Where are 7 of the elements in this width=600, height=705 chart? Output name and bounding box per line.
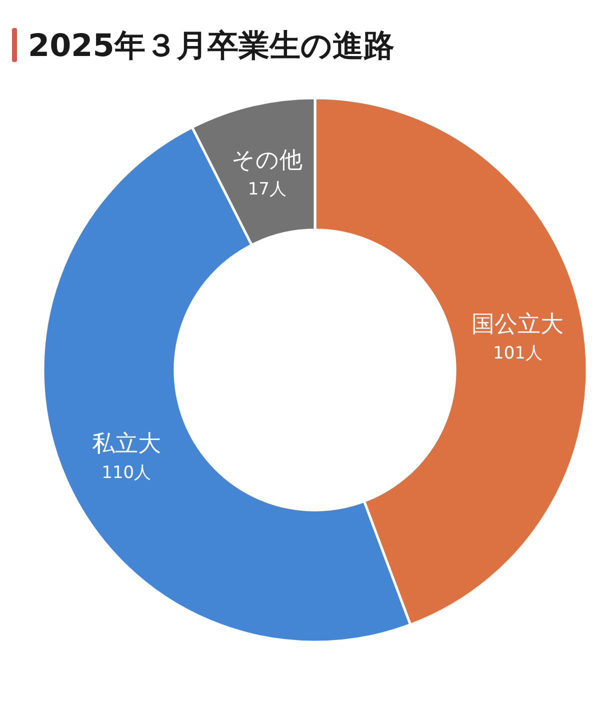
- data-label: 101人: [493, 343, 542, 364]
- data-label: 110人: [102, 462, 152, 483]
- chart-title: 2025年３月卒業生の進路: [28, 28, 394, 64]
- data-label: 17人: [248, 180, 286, 200]
- slice-label: その他: [232, 148, 303, 174]
- slice-label: 私立大: [92, 430, 161, 457]
- slice-label: 国公立大: [472, 311, 564, 338]
